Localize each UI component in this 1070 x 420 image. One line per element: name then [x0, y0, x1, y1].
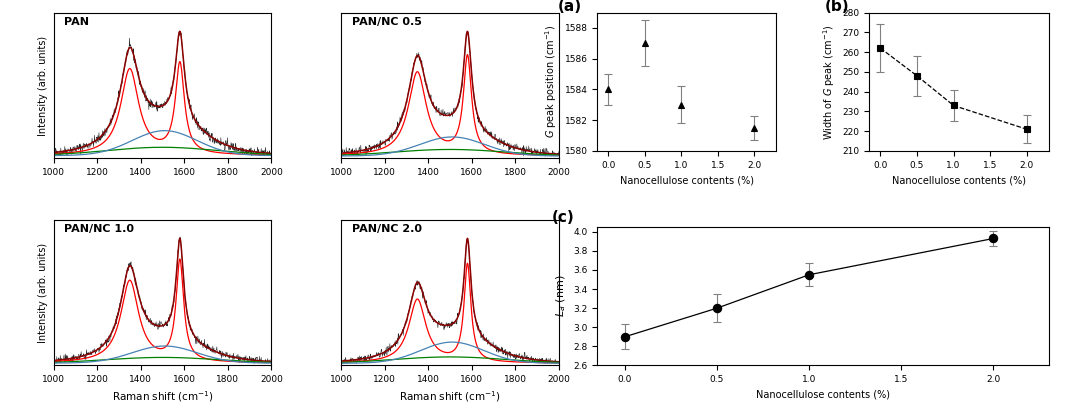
Y-axis label: Width of $G$ peak (cm$^{-1}$): Width of $G$ peak (cm$^{-1}$): [822, 24, 837, 140]
Y-axis label: Intensity (arb. units): Intensity (arb. units): [37, 35, 48, 136]
Text: (b): (b): [825, 0, 850, 14]
Text: PAN/NC 2.0: PAN/NC 2.0: [352, 224, 422, 234]
Text: (a): (a): [557, 0, 582, 14]
Y-axis label: $\it{L}_a$ (nm): $\it{L}_a$ (nm): [554, 275, 567, 318]
Text: PAN/NC 0.5: PAN/NC 0.5: [352, 17, 422, 27]
X-axis label: Raman shift (cm$^{-1}$): Raman shift (cm$^{-1}$): [399, 390, 501, 404]
Y-axis label: Intensity (arb. units): Intensity (arb. units): [37, 242, 48, 343]
Y-axis label: $G$ peak position (cm$^{-1}$): $G$ peak position (cm$^{-1}$): [544, 25, 559, 139]
X-axis label: Nanocellulose contents (%): Nanocellulose contents (%): [620, 175, 754, 185]
Text: PAN: PAN: [64, 17, 90, 27]
Text: (c): (c): [552, 210, 575, 226]
X-axis label: Raman shift (cm$^{-1}$): Raman shift (cm$^{-1}$): [111, 390, 213, 404]
X-axis label: Nanocellulose contents (%): Nanocellulose contents (%): [892, 175, 1026, 185]
X-axis label: Nanocellulose contents (%): Nanocellulose contents (%): [755, 390, 890, 400]
Text: PAN/NC 1.0: PAN/NC 1.0: [64, 224, 135, 234]
